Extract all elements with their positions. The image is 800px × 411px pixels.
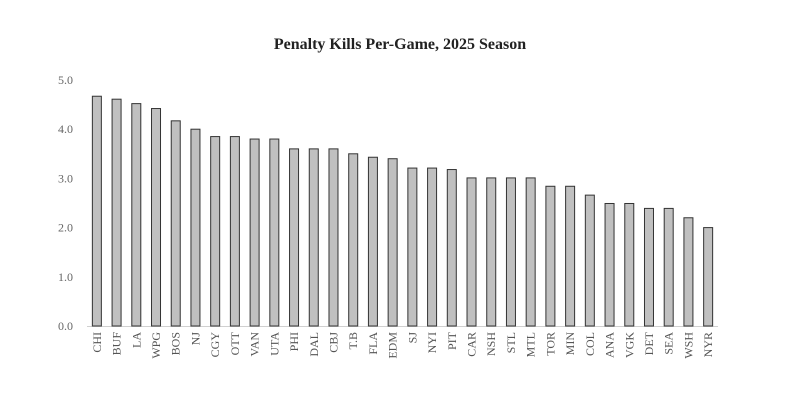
x-tick-label: LA — [129, 332, 143, 348]
x-tick-label: OTT — [228, 331, 242, 355]
bar — [131, 103, 142, 327]
x-tick-label: NYR — [701, 332, 715, 357]
bar — [545, 185, 556, 327]
x-tick-label: PHI — [287, 332, 301, 351]
x-tick-label: WSH — [681, 332, 695, 359]
bar — [289, 148, 300, 327]
x-tick-label: TOR — [543, 332, 557, 356]
bar — [308, 148, 319, 327]
x-tick-label: NSH — [484, 332, 498, 356]
x-tick-label: WPG — [149, 332, 163, 359]
x-tick-label: UTA — [267, 332, 281, 356]
bar — [663, 207, 674, 327]
x-tick-label: ANA — [603, 332, 617, 358]
bar — [703, 227, 714, 327]
bar — [525, 177, 536, 327]
x-tick-label: VGK — [622, 332, 636, 358]
bar — [229, 136, 240, 327]
x-tick-label: SJ — [405, 332, 419, 344]
bar — [210, 136, 221, 327]
bar — [505, 177, 516, 327]
x-tick-label: PIT — [445, 331, 459, 350]
y-tick-label: 2.0 — [58, 221, 73, 235]
chart-title: Penalty Kills Per-Game, 2025 Season — [273, 36, 527, 53]
bar — [249, 138, 260, 327]
x-tick-label: CGY — [208, 332, 222, 358]
bar — [328, 148, 339, 327]
x-tick-label: NYI — [425, 332, 439, 353]
bar — [407, 167, 418, 327]
bar — [446, 169, 457, 327]
x-tick-label: CHI — [90, 332, 104, 353]
x-tick-label: SEA — [662, 332, 676, 355]
x-tick-label: FLA — [366, 332, 380, 355]
x-tick-label: CAR — [465, 332, 479, 357]
bar — [348, 153, 359, 327]
x-tick-label: MTL — [524, 332, 538, 357]
bar — [584, 194, 595, 327]
bar — [427, 167, 438, 327]
y-tick-label: 5.0 — [58, 73, 73, 87]
x-tick-label: NJ — [188, 332, 202, 346]
bar — [486, 177, 497, 327]
x-tick-label: EDM — [386, 332, 400, 359]
bar — [643, 207, 654, 327]
bar — [565, 185, 576, 327]
bar — [387, 158, 398, 327]
x-tick-label: DET — [642, 331, 656, 355]
bar — [367, 156, 378, 327]
x-tick-label: T.B — [346, 332, 360, 349]
x-tick-label: MIN — [563, 332, 577, 356]
x-tick-label: BOS — [169, 332, 183, 355]
x-tick-label: BUF — [110, 332, 124, 356]
x-tick-label: COL — [583, 332, 597, 356]
bar — [151, 108, 162, 327]
y-tick-label: 4.0 — [58, 122, 73, 136]
bar — [683, 217, 694, 327]
y-tick-label: 1.0 — [58, 270, 73, 284]
bar — [604, 202, 615, 327]
bar — [466, 177, 477, 327]
bar — [190, 128, 201, 327]
bar — [111, 98, 122, 327]
bar — [170, 120, 181, 327]
x-tick-label: VAN — [248, 332, 262, 357]
bar — [91, 95, 102, 327]
x-tick-label: STL — [504, 332, 518, 353]
x-tick-label: DAL — [307, 332, 321, 357]
y-tick-label: 3.0 — [58, 171, 73, 185]
y-tick-label: 0.0 — [58, 319, 73, 333]
x-tick-label: CBJ — [326, 332, 340, 353]
bar — [624, 202, 635, 327]
bar — [269, 138, 280, 327]
